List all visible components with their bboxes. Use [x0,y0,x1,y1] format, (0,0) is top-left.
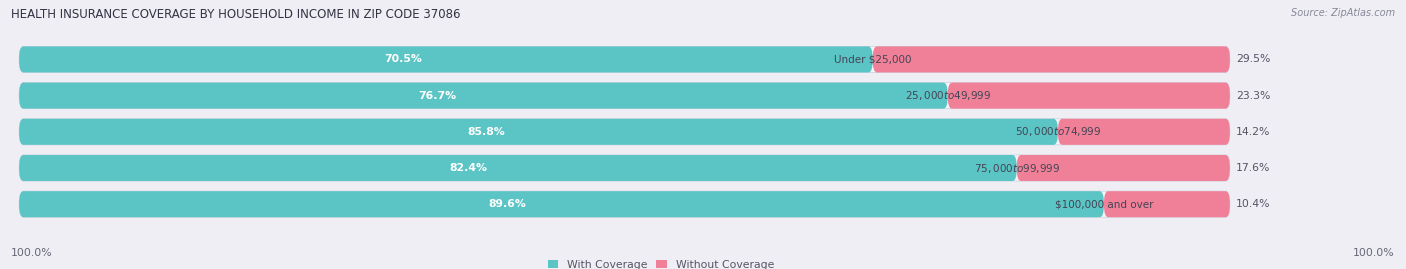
Text: $50,000 to $74,999: $50,000 to $74,999 [1015,125,1101,138]
FancyBboxPatch shape [1057,119,1230,145]
FancyBboxPatch shape [873,46,1230,72]
Text: 14.2%: 14.2% [1236,127,1270,137]
Text: Under $25,000: Under $25,000 [834,54,911,64]
Text: 89.6%: 89.6% [488,199,526,209]
FancyBboxPatch shape [20,155,1230,181]
FancyBboxPatch shape [20,119,1057,145]
FancyBboxPatch shape [20,83,1230,109]
Text: 17.6%: 17.6% [1236,163,1270,173]
Text: 29.5%: 29.5% [1236,54,1270,64]
Text: 70.5%: 70.5% [384,54,422,64]
Text: 85.8%: 85.8% [468,127,506,137]
Text: 23.3%: 23.3% [1236,91,1270,101]
Text: HEALTH INSURANCE COVERAGE BY HOUSEHOLD INCOME IN ZIP CODE 37086: HEALTH INSURANCE COVERAGE BY HOUSEHOLD I… [11,8,461,21]
Text: 10.4%: 10.4% [1236,199,1271,209]
FancyBboxPatch shape [20,46,1230,72]
Text: $75,000 to $99,999: $75,000 to $99,999 [973,161,1060,175]
Text: 100.0%: 100.0% [11,248,53,258]
Legend: With Coverage, Without Coverage: With Coverage, Without Coverage [547,260,775,269]
FancyBboxPatch shape [20,191,1104,217]
FancyBboxPatch shape [20,119,1230,145]
FancyBboxPatch shape [1104,191,1230,217]
FancyBboxPatch shape [20,155,1017,181]
Text: 76.7%: 76.7% [418,91,456,101]
FancyBboxPatch shape [20,191,1230,217]
FancyBboxPatch shape [1017,155,1230,181]
FancyBboxPatch shape [20,83,948,109]
Text: $25,000 to $49,999: $25,000 to $49,999 [904,89,991,102]
Text: 82.4%: 82.4% [449,163,486,173]
FancyBboxPatch shape [20,46,873,72]
Text: Source: ZipAtlas.com: Source: ZipAtlas.com [1291,8,1395,18]
Text: $100,000 and over: $100,000 and over [1054,199,1153,209]
Text: 100.0%: 100.0% [1353,248,1395,258]
FancyBboxPatch shape [948,83,1230,109]
